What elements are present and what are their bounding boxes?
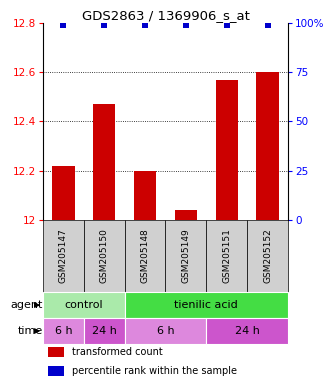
Bar <box>125 220 166 292</box>
Bar <box>206 318 288 344</box>
Text: transformed count: transformed count <box>72 347 163 357</box>
Bar <box>52 166 75 220</box>
Bar <box>166 220 206 292</box>
Bar <box>43 220 84 292</box>
Text: control: control <box>65 300 103 310</box>
Text: GSM205150: GSM205150 <box>100 228 109 283</box>
Bar <box>125 292 288 318</box>
Text: GSM205148: GSM205148 <box>141 228 150 283</box>
Text: time: time <box>18 326 43 336</box>
Bar <box>48 366 64 376</box>
Text: agent: agent <box>11 300 43 310</box>
Bar <box>256 72 279 220</box>
Text: GSM205149: GSM205149 <box>181 228 190 283</box>
Bar <box>247 220 288 292</box>
Bar <box>215 79 238 220</box>
Bar <box>206 220 247 292</box>
Bar <box>48 347 64 357</box>
Text: GSM205151: GSM205151 <box>222 228 231 283</box>
Bar <box>43 292 125 318</box>
Text: percentile rank within the sample: percentile rank within the sample <box>72 366 237 376</box>
Text: GSM205147: GSM205147 <box>59 228 68 283</box>
Bar <box>175 210 197 220</box>
Text: 24 h: 24 h <box>92 326 117 336</box>
Bar <box>43 318 84 344</box>
Bar <box>93 104 116 220</box>
Text: 6 h: 6 h <box>157 326 174 336</box>
Bar <box>84 220 125 292</box>
Text: 24 h: 24 h <box>235 326 260 336</box>
Text: 6 h: 6 h <box>55 326 72 336</box>
Bar <box>125 318 206 344</box>
Title: GDS2863 / 1369906_s_at: GDS2863 / 1369906_s_at <box>81 9 250 22</box>
Bar <box>134 170 156 220</box>
Text: GSM205152: GSM205152 <box>263 228 272 283</box>
Bar <box>84 318 125 344</box>
Text: tienilic acid: tienilic acid <box>174 300 238 310</box>
